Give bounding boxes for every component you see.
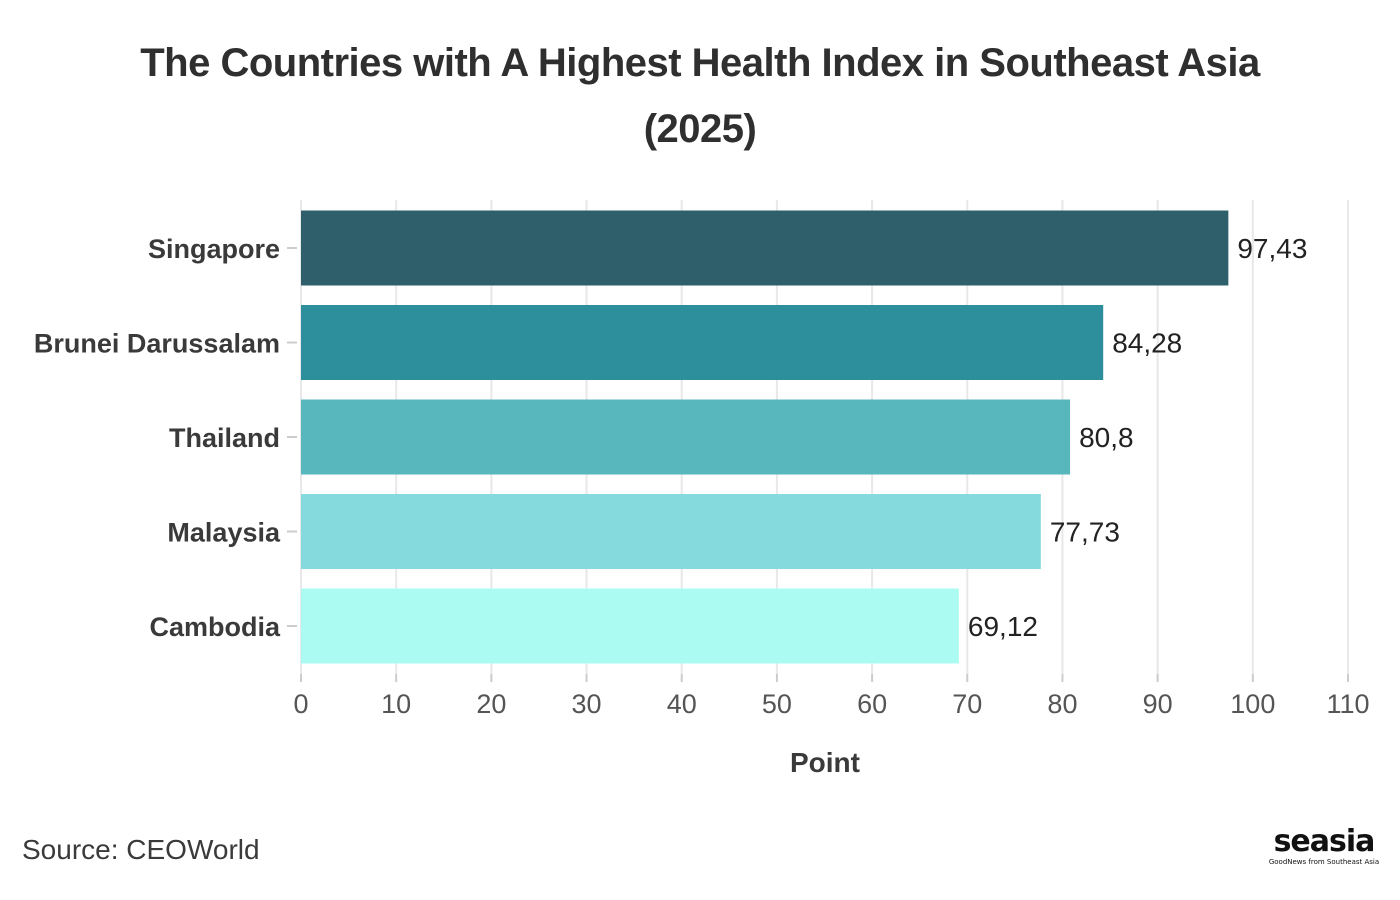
bar-cambodia	[301, 588, 959, 664]
chart-title-line-1: The Countries with A Highest Health Inde…	[140, 41, 1260, 85]
value-label-cambodia: 69,12	[968, 611, 1038, 642]
x-tick-label-100: 100	[1230, 689, 1275, 719]
bars	[301, 210, 1229, 664]
x-tick-label-70: 70	[952, 689, 982, 719]
logo-wordmark: seasia	[1273, 824, 1376, 859]
bar-singapore	[301, 210, 1229, 286]
x-tick-label-40: 40	[667, 689, 697, 719]
x-tick-label-50: 50	[762, 689, 792, 719]
category-label-brunei-darussalam: Brunei Darussalam	[34, 329, 280, 359]
bar-thailand	[301, 399, 1071, 475]
bar-brunei-darussalam	[301, 305, 1104, 380]
x-tick-label-90: 90	[1143, 689, 1173, 719]
value-labels: 97,43 84,28 80,8 77,73 69,12	[968, 233, 1308, 642]
x-tick-label-110: 110	[1326, 689, 1369, 719]
chart-title-line-2: (2025)	[643, 107, 757, 151]
x-tick-label-30: 30	[572, 689, 602, 719]
logo-tagline: GoodNews from Southeast Asia	[1268, 858, 1380, 866]
x-axis-ticks: 0 10 20 30 40 50 60 70 80 90 100 110	[293, 674, 1370, 719]
source-note: Source: CEOWorld	[22, 834, 260, 865]
category-label-thailand: Thailand	[169, 423, 280, 453]
x-tick-label-0: 0	[293, 689, 308, 719]
category-label-cambodia: Cambodia	[149, 612, 281, 642]
x-tick-label-80: 80	[1047, 689, 1077, 719]
bar-malaysia	[301, 494, 1041, 569]
value-label-malaysia: 77,73	[1050, 517, 1120, 548]
x-tick-label-20: 20	[476, 689, 506, 719]
category-label-malaysia: Malaysia	[167, 518, 281, 548]
value-label-thailand: 80,8	[1079, 422, 1134, 453]
x-tick-label-60: 60	[857, 689, 887, 719]
category-label-singapore: Singapore	[148, 234, 280, 264]
value-label-brunei-darussalam: 84,28	[1112, 328, 1182, 359]
chart-title: The Countries with A Highest Health Inde…	[0, 30, 1400, 162]
value-label-singapore: 97,43	[1237, 233, 1307, 264]
x-axis-label: Point	[790, 747, 860, 778]
seasia-logo: seasia GoodNews from Southeast Asia	[1268, 826, 1380, 867]
x-tick-label-10: 10	[381, 689, 411, 719]
category-labels: Singapore Brunei Darussalam Thailand Malays…	[34, 234, 297, 642]
